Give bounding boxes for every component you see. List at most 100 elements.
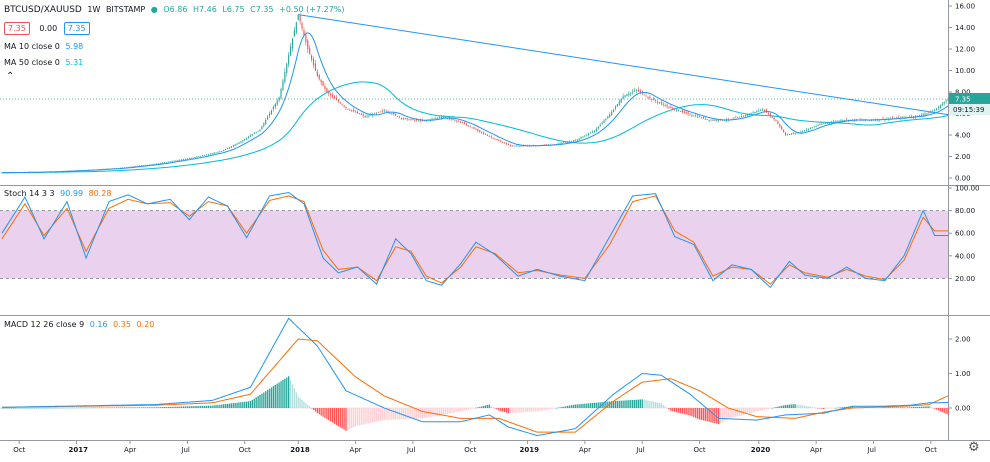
bid-box[interactable]: 7.35 [4, 22, 30, 35]
macd-hist-bar [345, 408, 347, 431]
macd-hist-bar [219, 404, 221, 408]
candle-body [825, 123, 827, 124]
macd-hist-bar [844, 407, 846, 408]
interval[interactable]: 1W [87, 5, 101, 14]
candle-body [639, 90, 641, 93]
ma10-label: MA 10 close 0 [4, 42, 60, 51]
macd-hist-bar [947, 408, 949, 415]
collapse-legend-icon[interactable]: ⌃ [6, 71, 15, 82]
macd-hist-bar [223, 404, 225, 408]
candle-body [721, 119, 724, 121]
ma50-legend[interactable]: MA 50 close 0 5.31 [4, 58, 86, 67]
price-tick-label: 14.00 [955, 24, 975, 32]
stoch-legend[interactable]: Stoch 14 3 3 90.99 80.28 [4, 189, 114, 198]
macd-hist-bar [274, 384, 276, 408]
candle-body [767, 113, 769, 115]
macd-hist-bar [205, 405, 208, 408]
macd-hist-bar [125, 407, 127, 408]
macd-hist-bar [463, 408, 466, 411]
candle-body [507, 143, 510, 145]
price-tick-label: 12.00 [955, 46, 975, 54]
macd-hist-bar [14, 407, 17, 409]
candle-body [819, 124, 821, 126]
ma10-legend[interactable]: MA 10 close 0 5.98 [4, 42, 86, 51]
candle-body [209, 153, 211, 155]
macd-hist-bar [666, 407, 668, 409]
candle-body [236, 143, 238, 145]
macd-hist-bar [540, 408, 542, 411]
settings-gear-icon[interactable]: ⚙ [968, 440, 980, 455]
macd-hist-bar [26, 407, 28, 409]
candle-body [324, 86, 326, 89]
macd-hist-bar [916, 406, 919, 408]
candle-body [207, 154, 209, 155]
candle-body [267, 116, 269, 120]
macd-hist-bar [553, 408, 555, 409]
macd-hist-bar [712, 408, 714, 423]
macd-hist-bar [819, 408, 821, 409]
macd-hist-bar [733, 408, 735, 418]
macd-hist-bar [312, 408, 315, 410]
low-value: L6.75 [222, 5, 245, 14]
macd-hist-bar [284, 378, 286, 408]
macd-hist-bar [509, 408, 512, 414]
ask-box[interactable]: 7.35 [63, 22, 90, 35]
macd-hist-bar [146, 407, 148, 408]
macd-hist-bar [784, 404, 787, 408]
macd-hist-bar [918, 406, 921, 408]
candle-body [924, 113, 926, 115]
macd-hist-bar [238, 402, 240, 408]
candle-body [370, 114, 372, 116]
macd-legend[interactable]: MACD 12 26 close 9 0.16 0.35 0.20 [4, 320, 157, 329]
candle-body [679, 111, 682, 113]
macd-hist-bar [826, 408, 829, 409]
macd-hist-bar [114, 407, 116, 408]
time-tick-label: Apr [350, 446, 362, 454]
candle-body [460, 121, 462, 123]
symbol-name[interactable]: BTCUSD/XAUUSD [4, 5, 82, 15]
macd-hist-bar [557, 407, 559, 409]
macd-hist-bar [660, 403, 663, 408]
macd-hist-bar [893, 407, 896, 408]
macd-hist-bar [49, 407, 51, 409]
candle-body [270, 110, 273, 115]
candle-body [668, 106, 670, 108]
candle-body [330, 93, 332, 96]
macd-hist-bar [173, 406, 175, 408]
macd-hist-bar [698, 408, 701, 420]
candle-body [198, 156, 200, 158]
macd-hist-bar [232, 403, 234, 408]
candle-body [590, 132, 592, 134]
macd-hist-bar [452, 408, 454, 413]
macd-hist-bar [305, 403, 307, 408]
time-tick-label: Jul [406, 446, 416, 454]
candle-body [416, 119, 418, 121]
macd-hist-bar [112, 407, 114, 408]
macd-hist-bar [502, 408, 504, 412]
candle-body [574, 140, 576, 142]
macd-hist-bar [169, 406, 171, 408]
candle-body [597, 126, 599, 129]
candle-body [354, 111, 357, 113]
macd-hist-bar [3, 407, 5, 409]
macd-hist-bar [307, 404, 309, 408]
candle-body [146, 164, 148, 166]
macd-hist-bar [775, 407, 777, 408]
candle-body [813, 126, 815, 128]
macd-hist-bar [654, 402, 657, 408]
candle-body [612, 109, 615, 113]
candle-body [702, 117, 704, 119]
candle-body [842, 119, 844, 121]
candle-body [658, 102, 660, 103]
macd-hist-bar [167, 406, 169, 408]
candle-body [471, 127, 473, 129]
macd-hist-bar [106, 407, 108, 409]
candle-body [463, 122, 466, 125]
candle-body [295, 22, 297, 33]
macd-hist-bar [301, 399, 303, 408]
candle-body [368, 115, 370, 117]
candle-body [586, 134, 588, 136]
macd-hist-bar [1, 408, 3, 409]
